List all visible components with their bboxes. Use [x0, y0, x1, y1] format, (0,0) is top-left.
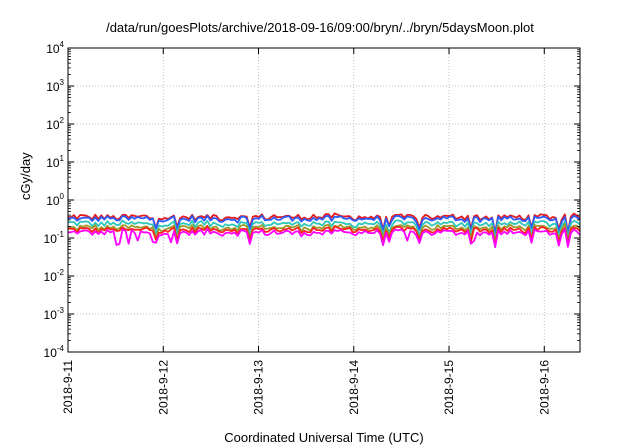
- x-tick-label: 2018-9-15: [442, 360, 456, 415]
- x-tick-label: 2018-9-13: [252, 360, 266, 415]
- x-tick-label: 2018-9-16: [537, 360, 551, 415]
- y-tick-label: 101: [46, 154, 64, 170]
- y-tick-label: 104: [46, 40, 64, 56]
- x-tick-label: 2018-9-12: [156, 360, 170, 415]
- series-group: [67, 212, 581, 249]
- series-line-2: [67, 214, 581, 236]
- series-line-6: [67, 228, 581, 249]
- x-tick-label: 2018-9-11: [61, 360, 75, 414]
- y-tick-label: 100: [46, 192, 64, 208]
- chart-title: /data/run/goesPlots/archive/2018-09-16/0…: [106, 20, 534, 35]
- x-axis-label: Coordinated Universal Time (UTC): [224, 430, 424, 445]
- x-tick-label: 2018-9-14: [347, 360, 361, 415]
- grid-lines: [67, 48, 580, 352]
- y-tick-label: 102: [46, 116, 64, 132]
- y-tick-label: 10-4: [44, 344, 65, 360]
- y-tick-label: 10-3: [44, 306, 65, 322]
- y-tick-label: 103: [46, 78, 64, 94]
- series-line-5: [67, 225, 581, 247]
- y-tick-label: 10-1: [44, 230, 65, 246]
- y-tick-label: 10-2: [44, 268, 65, 284]
